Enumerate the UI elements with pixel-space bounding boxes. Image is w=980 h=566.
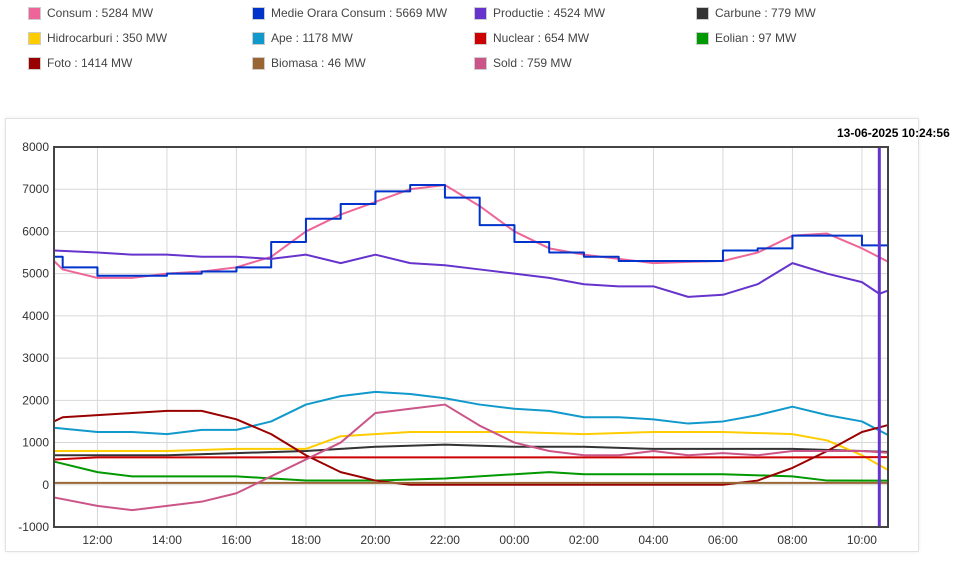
- legend-item-carbune[interactable]: Carbune : 779 MW: [696, 6, 816, 20]
- legend-item-consum[interactable]: Consum : 5284 MW: [28, 6, 153, 20]
- legend-swatch: [252, 31, 265, 45]
- series-line-carbune: [54, 443, 889, 457]
- x-tick-label: 22:00: [430, 533, 460, 547]
- y-tick-label: 5000: [22, 267, 49, 281]
- legend-item-nuclear[interactable]: Nuclear : 654 MW: [474, 31, 589, 45]
- x-tick-label: 16:00: [221, 533, 251, 547]
- x-tick-label: 10:00: [847, 533, 877, 547]
- x-tick-label: 12:00: [82, 533, 112, 547]
- legend-label: Medie Orara Consum : 5669 MW: [271, 6, 448, 20]
- y-tick-label: 3000: [22, 351, 49, 365]
- legend-swatch: [696, 31, 709, 45]
- series-line-nuclear: [53, 456, 889, 461]
- legend-item-sold[interactable]: Sold : 759 MW: [474, 56, 572, 70]
- series-line-eolian: [53, 460, 889, 482]
- y-tick-label: 2000: [22, 393, 49, 407]
- x-tick-label: 04:00: [638, 533, 668, 547]
- legend-item-ape[interactable]: Ape : 1178 MW: [252, 31, 353, 45]
- legend-label: Hidrocarburi : 350 MW: [47, 31, 168, 45]
- y-tick-label: 4000: [22, 309, 49, 323]
- legend-item-productie[interactable]: Productie : 4524 MW: [474, 6, 605, 20]
- x-tick-label: 18:00: [291, 533, 321, 547]
- y-tick-label: 7000: [22, 182, 49, 196]
- legend-item-eolian[interactable]: Eolian : 97 MW: [696, 31, 796, 45]
- legend-label: Ape : 1178 MW: [271, 31, 353, 45]
- x-tick-label: 08:00: [777, 533, 807, 547]
- legend-swatch: [28, 56, 41, 70]
- series-line-ape: [53, 390, 889, 436]
- y-tick-label: 8000: [22, 140, 49, 154]
- timestamp: 13-06-2025 10:24:56: [837, 126, 950, 140]
- legend-label: Nuclear : 654 MW: [493, 31, 590, 45]
- legend-label: Biomasa : 46 MW: [271, 56, 366, 70]
- x-tick-label: 00:00: [499, 533, 529, 547]
- x-tick-label: 06:00: [708, 533, 738, 547]
- plot-area: [54, 147, 888, 527]
- legend-label: Foto : 1414 MW: [47, 56, 133, 70]
- legend-label: Productie : 4524 MW: [493, 6, 606, 20]
- series-line-sold: [53, 403, 889, 512]
- y-tick-label: 6000: [22, 224, 49, 238]
- x-tick-label: 20:00: [360, 533, 390, 547]
- legend-item-medie-orara-consum[interactable]: Medie Orara Consum : 5669 MW: [252, 6, 447, 20]
- legend-swatch: [474, 31, 487, 45]
- y-tick-label: 0: [42, 478, 49, 492]
- series-line-hidrocarburi: [54, 431, 889, 471]
- legend: Consum : 5284 MW Medie Orara Consum : 566…: [0, 0, 980, 80]
- legend-item-hidrocarburi[interactable]: Hidrocarburi : 350 MW: [28, 31, 167, 45]
- legend-label: Sold : 759 MW: [493, 56, 572, 70]
- y-tick-label: 1000: [22, 436, 49, 450]
- legend-swatch: [252, 56, 265, 70]
- legend-swatch: [28, 6, 41, 20]
- legend-swatch: [474, 6, 487, 20]
- legend-swatch: [28, 31, 41, 45]
- series-line-medie-orara-consum: [54, 184, 888, 277]
- legend-label: Eolian : 97 MW: [715, 31, 797, 45]
- legend-label: Carbune : 779 MW: [715, 6, 816, 20]
- legend-item-biomasa[interactable]: Biomasa : 46 MW: [252, 56, 366, 70]
- series-line-productie: [53, 249, 889, 298]
- x-tick-label: 14:00: [152, 533, 182, 547]
- legend-swatch: [696, 6, 709, 20]
- plot-border: [53, 146, 889, 528]
- legend-swatch: [474, 56, 487, 70]
- legend-label: Consum : 5284 MW: [47, 6, 154, 20]
- legend-item-foto[interactable]: Foto : 1414 MW: [28, 56, 132, 70]
- x-tick-label: 02:00: [569, 533, 599, 547]
- y-tick-label: -1000: [18, 520, 49, 534]
- legend-swatch: [252, 6, 265, 20]
